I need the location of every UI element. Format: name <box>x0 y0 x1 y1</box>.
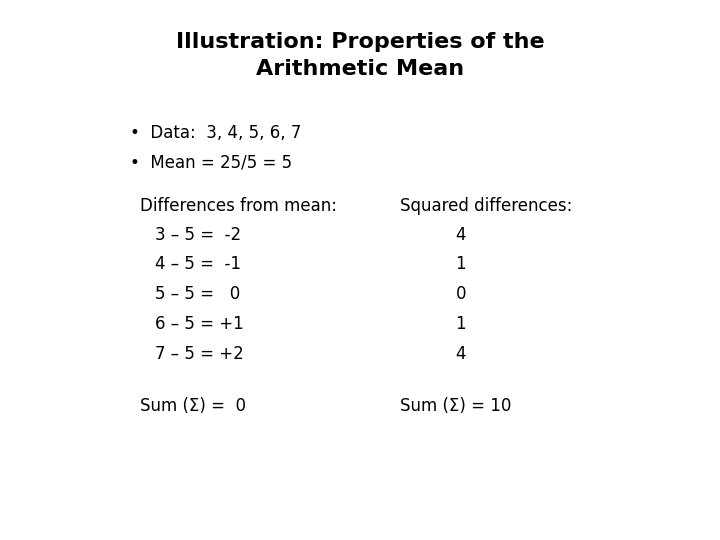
Text: Illustration: Properties of the
Arithmetic Mean: Illustration: Properties of the Arithmet… <box>176 32 544 79</box>
Text: 0: 0 <box>456 285 466 303</box>
Text: 4 – 5 =  -1: 4 – 5 = -1 <box>155 255 240 273</box>
Text: 4: 4 <box>456 345 466 362</box>
Text: 4: 4 <box>456 226 466 244</box>
Text: 6 – 5 = +1: 6 – 5 = +1 <box>155 315 243 333</box>
Text: Squared differences:: Squared differences: <box>400 197 572 215</box>
Text: Sum (Σ) = 10: Sum (Σ) = 10 <box>400 397 511 415</box>
Text: 1: 1 <box>456 315 466 333</box>
Text: Differences from mean:: Differences from mean: <box>140 197 338 215</box>
Text: •  Mean = 25/5 = 5: • Mean = 25/5 = 5 <box>130 154 292 172</box>
Text: 7 – 5 = +2: 7 – 5 = +2 <box>155 345 243 362</box>
Text: •  Data:  3, 4, 5, 6, 7: • Data: 3, 4, 5, 6, 7 <box>130 124 301 142</box>
Text: 1: 1 <box>456 255 466 273</box>
Text: 3 – 5 =  -2: 3 – 5 = -2 <box>155 226 241 244</box>
Text: Sum (Σ) =  0: Sum (Σ) = 0 <box>140 397 246 415</box>
Text: 5 – 5 =   0: 5 – 5 = 0 <box>155 285 240 303</box>
